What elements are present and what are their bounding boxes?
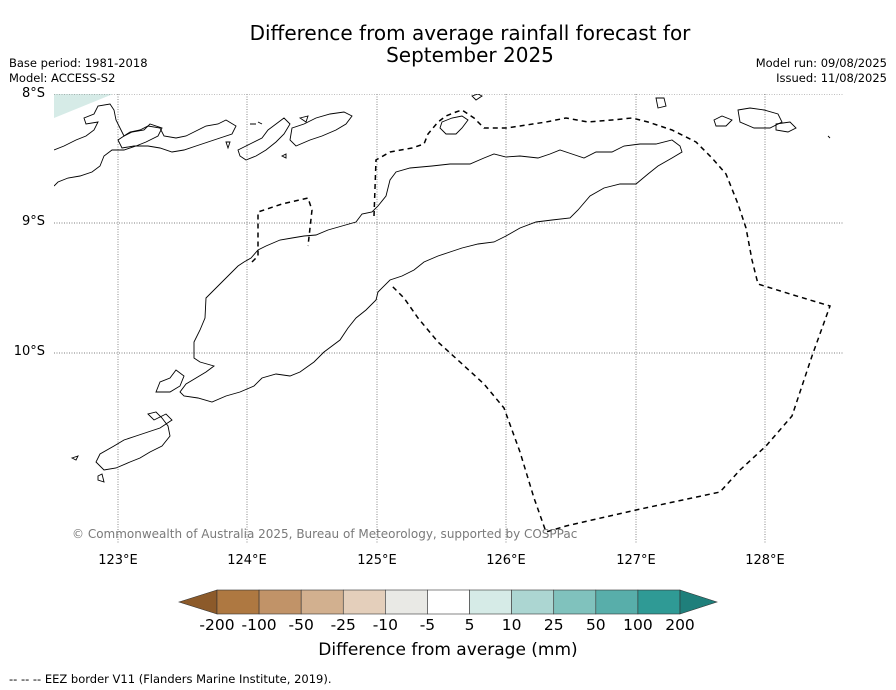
colorbar-tick-label: 100 bbox=[623, 616, 653, 634]
lat-label-9s: 9°S bbox=[21, 214, 45, 229]
colorbar-segment bbox=[553, 589, 597, 615]
colorbar-tick-label: 5 bbox=[464, 616, 475, 634]
colorbar-extend-low bbox=[178, 589, 218, 615]
colorbar-tick-label: 200 bbox=[665, 616, 695, 634]
colorbar-tick-label: 10 bbox=[501, 616, 522, 634]
colorbar-segment bbox=[342, 589, 386, 615]
shaded-area bbox=[54, 94, 113, 118]
timor-coast bbox=[179, 139, 683, 403]
map-canvas bbox=[54, 94, 844, 544]
colorbar-segment bbox=[258, 589, 302, 615]
coastlines bbox=[54, 94, 831, 483]
base-period: Base period: 1981-2018 bbox=[9, 56, 148, 70]
lat-label-10s: 10°S bbox=[13, 344, 45, 359]
colorbar-extend-high bbox=[679, 589, 718, 615]
lon-label-123e: 123°E bbox=[98, 553, 138, 568]
map-title-line2: September 2025 bbox=[386, 43, 554, 67]
colorbar-title: Difference from average (mm) bbox=[318, 640, 578, 660]
colorbar-tick-label: -50 bbox=[288, 616, 314, 634]
colorbar-tick-label: -5 bbox=[419, 616, 436, 634]
colorbar-segment bbox=[385, 589, 428, 615]
model-run: Model run: 09/08/2025 bbox=[755, 56, 887, 70]
eez-border bbox=[251, 109, 831, 533]
meta-right: Model run: 09/08/2025 Issued: 11/08/2025 bbox=[756, 56, 887, 86]
colorbar-segment bbox=[216, 589, 260, 615]
lon-label-126e: 126°E bbox=[486, 553, 526, 568]
map-title-line1: Difference from average rainfall forecas… bbox=[249, 21, 691, 45]
lon-label-124e: 124°E bbox=[227, 553, 267, 568]
lon-label-127e: 127°E bbox=[616, 553, 656, 568]
eez-footnote: -- -- -- EEZ border V11 (Flanders Marine… bbox=[9, 672, 332, 686]
colorbar-tick-label: -100 bbox=[241, 616, 277, 634]
meta-left: Base period: 1981-2018 Model: ACCESS-S2 bbox=[9, 56, 148, 86]
lat-label-8s: 8°S bbox=[21, 86, 45, 101]
colorbar-tick-label: -25 bbox=[330, 616, 356, 634]
colorbar-segment bbox=[427, 589, 470, 615]
colorbar-tick-label: 25 bbox=[543, 616, 564, 634]
issued-date: Issued: 11/08/2025 bbox=[776, 71, 887, 85]
model-name: Model: ACCESS-S2 bbox=[9, 71, 116, 85]
lon-label-125e: 125°E bbox=[357, 553, 397, 568]
colorbar-segment bbox=[511, 589, 555, 615]
colorbar-segment bbox=[595, 589, 639, 615]
lon-label-128e: 128°E bbox=[745, 553, 785, 568]
colorbar-segment bbox=[300, 589, 344, 615]
gridlines bbox=[54, 94, 844, 544]
colorbar-tick-label: 50 bbox=[585, 616, 606, 634]
colorbar-tick-label: -200 bbox=[199, 616, 235, 634]
colorbar-segment bbox=[637, 589, 681, 615]
colorbar-segment bbox=[469, 589, 512, 615]
colorbar-tick-label: -10 bbox=[372, 616, 399, 634]
copyright-credit: © Commonwealth of Australia 2025, Bureau… bbox=[72, 527, 578, 541]
